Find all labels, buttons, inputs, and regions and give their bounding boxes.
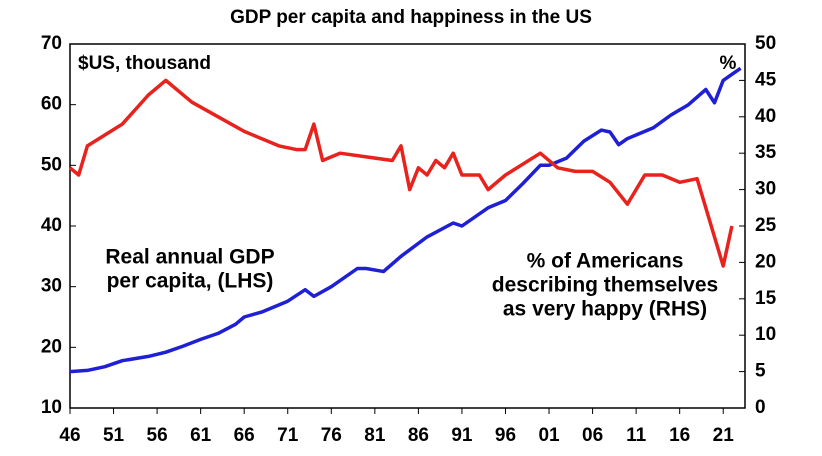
y2-tick-label: 50: [755, 33, 776, 54]
line-series: [68, 78, 734, 268]
y-tick-label: 30: [41, 276, 62, 297]
y2-tick-label: 25: [755, 215, 777, 236]
x-tick-label: 91: [451, 425, 473, 446]
y2-axis-label: %: [720, 53, 737, 74]
x-tick-label: 51: [103, 425, 125, 446]
annotation: % of Americans: [527, 250, 684, 273]
y-tick-label: 60: [41, 94, 62, 115]
y2-tick-label: 35: [755, 142, 777, 163]
y2-tick-label: 45: [755, 69, 777, 90]
y-tick-label: 50: [41, 154, 62, 175]
annotation: Real annual GDP: [105, 246, 274, 269]
x-tick-label: 56: [147, 425, 168, 446]
y-axis-label: $US, thousand: [78, 53, 211, 74]
y2-tick-label: 5: [755, 361, 766, 382]
y2-tick-label: 20: [755, 251, 776, 272]
x-tick-label: 96: [495, 425, 516, 446]
y-tick-label: 20: [41, 336, 62, 357]
x-tick-label: 16: [669, 425, 690, 446]
x-tick-label: 21: [713, 425, 735, 446]
annotation: describing themselves: [492, 274, 718, 297]
line-series: [69, 66, 742, 374]
y2-tick-label: 0: [755, 397, 766, 418]
y2-tick-label: 40: [755, 106, 776, 127]
x-tick-label: 46: [59, 425, 80, 446]
plot-frame: [69, 43, 746, 409]
y-tick-label: 40: [41, 215, 62, 236]
y-tick-label: 70: [41, 33, 62, 54]
y2-tick-label: 10: [755, 324, 776, 345]
x-tick-label: 76: [321, 425, 342, 446]
chart-title: GDP per capita and happiness in the US: [230, 7, 592, 28]
annotation: per capita, (LHS): [107, 270, 274, 293]
y-tick-label: 10: [41, 397, 62, 418]
x-tick-label: 01: [538, 425, 560, 446]
x-tick-label: 66: [234, 425, 255, 446]
x-tick-label: 11: [626, 425, 647, 446]
x-tick-label: 06: [582, 425, 603, 446]
annotation: as very happy (RHS): [503, 298, 707, 321]
x-tick-label: 81: [364, 425, 386, 446]
y2-tick-label: 15: [755, 288, 777, 309]
x-tick-label: 71: [277, 425, 299, 446]
y2-tick-label: 30: [755, 179, 776, 200]
x-tick-label: 61: [190, 425, 212, 446]
x-tick-label: 86: [408, 425, 429, 446]
